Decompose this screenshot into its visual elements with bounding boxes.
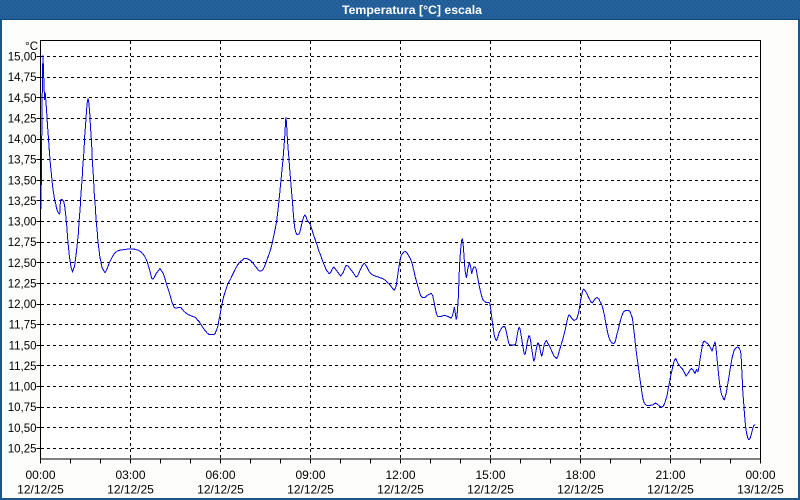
svg-text:03:00: 03:00 [115, 468, 145, 482]
svg-text:10,50: 10,50 [8, 423, 37, 435]
svg-text:14,50: 14,50 [8, 93, 37, 105]
svg-text:12/12/25: 12/12/25 [107, 483, 154, 497]
svg-text:13/12/25: 13/12/25 [737, 483, 784, 497]
svg-text:15,00: 15,00 [8, 52, 37, 64]
svg-text:10,25: 10,25 [8, 444, 37, 456]
svg-text:21:00: 21:00 [655, 468, 685, 482]
svg-text:14,75: 14,75 [8, 72, 37, 84]
svg-text:Temperatura [°C] escala: Temperatura [°C] escala [342, 3, 482, 17]
svg-text:00:00: 00:00 [745, 468, 775, 482]
svg-text:11,75: 11,75 [9, 320, 37, 332]
svg-text:12/12/25: 12/12/25 [377, 483, 424, 497]
svg-text:12/12/25: 12/12/25 [197, 483, 244, 497]
svg-text:11,00: 11,00 [9, 382, 37, 394]
svg-text:12/12/25: 12/12/25 [17, 483, 64, 497]
svg-text:09:00: 09:00 [295, 468, 325, 482]
svg-text:11,50: 11,50 [9, 340, 37, 352]
svg-text:12/12/25: 12/12/25 [557, 483, 604, 497]
svg-text:12:00: 12:00 [385, 468, 415, 482]
svg-text:00:00: 00:00 [25, 468, 55, 482]
svg-text:13,75: 13,75 [8, 155, 37, 167]
svg-text:12,75: 12,75 [8, 237, 37, 249]
svg-text:12,25: 12,25 [8, 278, 37, 290]
svg-text:11,25: 11,25 [9, 361, 37, 373]
svg-text:12,50: 12,50 [8, 258, 37, 270]
svg-text:12,00: 12,00 [8, 299, 37, 311]
svg-text:13,00: 13,00 [8, 217, 37, 229]
svg-text:15:00: 15:00 [475, 468, 505, 482]
svg-text:10,75: 10,75 [8, 402, 37, 414]
svg-text:13,25: 13,25 [8, 196, 37, 208]
svg-text:14,00: 14,00 [8, 134, 37, 146]
svg-text:12/12/25: 12/12/25 [647, 483, 694, 497]
svg-text:12/12/25: 12/12/25 [287, 483, 334, 497]
svg-text:12/12/25: 12/12/25 [467, 483, 514, 497]
svg-text:°C: °C [25, 41, 38, 53]
svg-text:18:00: 18:00 [565, 468, 595, 482]
svg-text:06:00: 06:00 [205, 468, 235, 482]
svg-text:14,25: 14,25 [8, 113, 37, 125]
svg-text:13,50: 13,50 [8, 175, 37, 187]
